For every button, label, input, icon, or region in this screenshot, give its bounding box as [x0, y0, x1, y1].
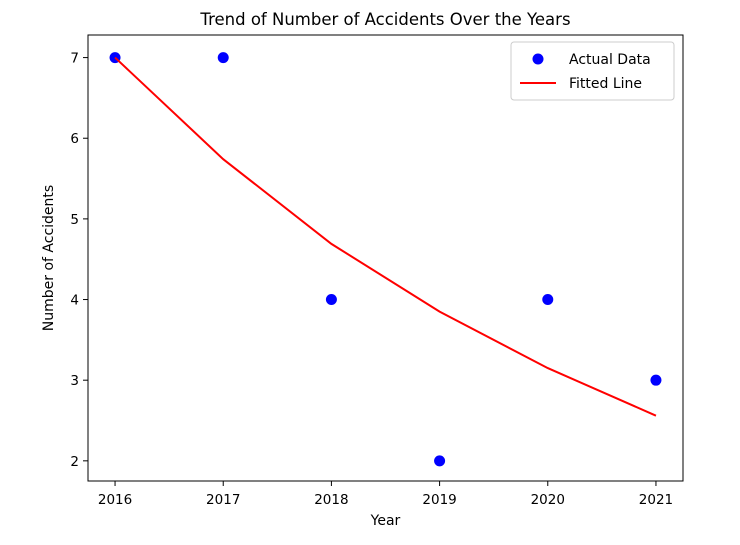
scatter-point [542, 294, 554, 306]
x-tick-label: 2016 [98, 492, 132, 508]
fitted-line [114, 56, 657, 417]
legend: Actual Data Fitted Line [510, 41, 675, 101]
y-tick-label: 7 [70, 51, 79, 67]
scatter-point [650, 374, 662, 386]
scatter-point [325, 294, 337, 306]
legend-label-fitted-line: Fitted Line [569, 76, 642, 92]
x-tick-label: 2017 [206, 492, 240, 508]
y-axis-ticks: 2 3 4 5 6 7 [70, 51, 88, 470]
plot-frame [87, 34, 684, 482]
y-tick-label: 4 [70, 293, 79, 309]
x-tick-label: 2018 [314, 492, 348, 508]
y-axis-label: Number of Accidents [41, 185, 57, 331]
scatter-point [434, 455, 446, 467]
x-tick-label: 2020 [531, 492, 565, 508]
legend-box [510, 41, 675, 101]
y-tick-label: 3 [70, 373, 79, 389]
x-axis-label: Year [370, 513, 401, 529]
x-tick-label: 2019 [422, 492, 456, 508]
chart-title: Trend of Number of Accidents Over the Ye… [199, 10, 570, 29]
legend-marker-actual-data [532, 53, 544, 65]
x-tick-label: 2021 [639, 492, 673, 508]
plot-marks [109, 52, 662, 467]
x-axis-ticks: 2016 2017 2018 2019 2020 2021 [98, 481, 673, 508]
scatter-point [217, 52, 229, 64]
y-tick-label: 2 [70, 454, 79, 470]
y-tick-label: 5 [70, 212, 79, 228]
y-tick-label: 6 [70, 131, 79, 147]
legend-label-actual-data: Actual Data [569, 52, 651, 68]
